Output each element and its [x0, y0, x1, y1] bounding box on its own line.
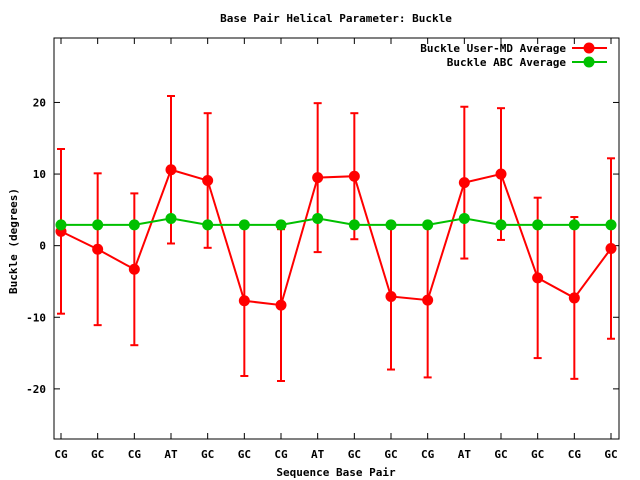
x-tick-label: GC [604, 448, 617, 461]
data-point [275, 219, 287, 231]
x-tick-label: CG [54, 448, 68, 461]
y-tick-label: 20 [33, 96, 46, 109]
y-tick-label: -10 [26, 311, 46, 324]
y-axis: 20 10 0 -10 -20 [26, 96, 619, 396]
x-tick-label: AT [458, 448, 472, 461]
data-point [202, 174, 214, 186]
legend-marker [583, 42, 595, 54]
data-point [385, 219, 397, 231]
series-layer [55, 95, 617, 382]
x-tick-label: GC [201, 448, 214, 461]
x-axis-label: Sequence Base Pair [276, 466, 396, 479]
data-point [422, 219, 434, 231]
x-tick-label: GC [348, 448, 361, 461]
data-point [385, 291, 397, 303]
x-tick-label: GC [494, 448, 507, 461]
data-point [165, 164, 177, 176]
x-tick-label: AT [311, 448, 325, 461]
legend-label: Buckle User-MD Average [420, 42, 566, 55]
y-axis-label: Buckle (degrees) [7, 188, 20, 294]
y-tick-label: 10 [33, 168, 46, 181]
x-tick-label: GC [531, 448, 544, 461]
y-tick-label: -20 [26, 383, 46, 396]
data-point [128, 219, 140, 231]
legend-marker [583, 56, 595, 68]
data-point [532, 272, 544, 284]
series-0 [55, 95, 617, 382]
data-point [55, 219, 67, 231]
data-point [202, 219, 214, 231]
x-tick-label: CG [274, 448, 288, 461]
x-tick-label: GC [91, 448, 104, 461]
data-point [495, 168, 507, 180]
chart-title: Base Pair Helical Parameter: Buckle [220, 12, 452, 25]
series-line [61, 217, 611, 226]
x-tick-label: GC [384, 448, 397, 461]
data-point [348, 170, 360, 182]
x-tick-label: CG [568, 448, 582, 461]
data-point [605, 219, 617, 231]
data-point [165, 212, 177, 224]
data-point [605, 243, 617, 255]
y-tick-label: 0 [39, 240, 46, 253]
x-tick-label: GC [238, 448, 251, 461]
data-point [238, 219, 250, 231]
data-point [312, 172, 324, 184]
data-point [458, 177, 470, 189]
data-point [568, 292, 580, 304]
data-point [275, 299, 287, 311]
x-tick-label: CG [128, 448, 142, 461]
data-point [532, 219, 544, 231]
series-1 [55, 212, 617, 231]
plot-frame [53, 37, 620, 440]
data-point [495, 219, 507, 231]
data-point [348, 219, 360, 231]
data-point [568, 219, 580, 231]
series-line [60, 168, 612, 307]
data-point [128, 263, 140, 275]
x-tick-label: CG [421, 448, 435, 461]
data-point [458, 212, 470, 224]
x-axis: CG GC CG AT GC GC CG AT GC GC CG AT GC GC CG GC [54, 38, 618, 461]
x-tick-label: AT [164, 448, 178, 461]
data-point [422, 294, 434, 306]
data-point [92, 219, 104, 231]
data-point [92, 243, 104, 255]
legend-label: Buckle ABC Average [447, 56, 567, 69]
data-point [312, 212, 324, 224]
data-point [238, 295, 250, 307]
